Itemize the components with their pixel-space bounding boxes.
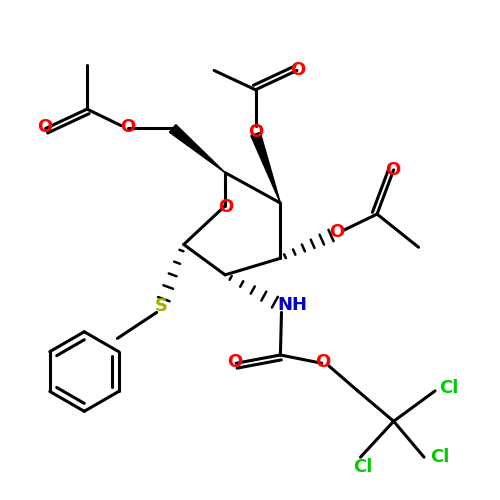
Text: S: S [155, 298, 168, 316]
Text: Cl: Cl [439, 379, 458, 397]
Text: O: O [228, 353, 242, 371]
Polygon shape [170, 124, 225, 172]
Polygon shape [251, 132, 280, 203]
Text: NH: NH [278, 296, 308, 314]
Text: O: O [218, 198, 234, 216]
Text: O: O [37, 118, 52, 136]
Text: O: O [120, 118, 135, 136]
Text: O: O [385, 161, 400, 179]
Text: O: O [316, 353, 330, 371]
Text: Cl: Cl [430, 448, 449, 466]
Text: O: O [248, 124, 263, 142]
Text: O: O [329, 224, 344, 242]
Text: O: O [290, 62, 306, 80]
Text: Cl: Cl [354, 458, 373, 476]
